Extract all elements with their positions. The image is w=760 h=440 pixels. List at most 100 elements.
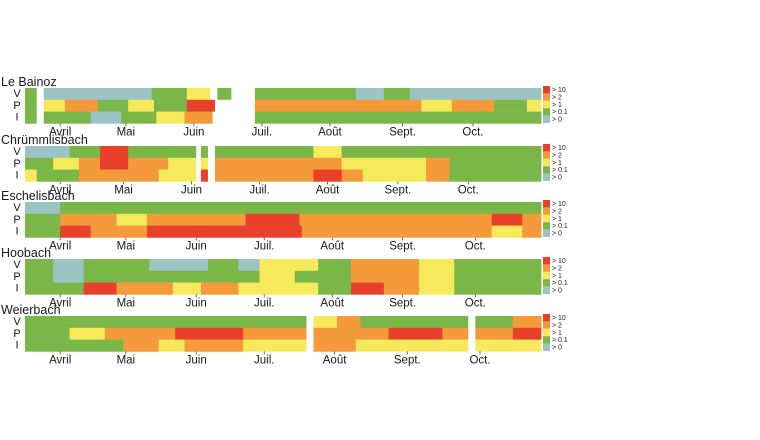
heatmap-cell xyxy=(362,169,427,182)
heatmap-cell xyxy=(468,316,476,329)
legend-swatch xyxy=(543,264,550,272)
heatmap-cell xyxy=(25,157,54,170)
month-label: Mai xyxy=(117,240,136,252)
heatmap-cell xyxy=(100,157,129,170)
heatmap-cell xyxy=(313,339,357,352)
heatmap-cell xyxy=(341,157,427,170)
heatmap-cell xyxy=(254,111,542,124)
heatmap-cell xyxy=(351,259,420,272)
legend-swatch xyxy=(543,229,550,237)
heatmap-cell xyxy=(207,259,239,272)
legend-label: > 1 xyxy=(552,273,562,280)
site-title: Weierbach xyxy=(1,303,61,317)
heatmap-cell xyxy=(301,225,493,238)
row-label: P xyxy=(13,271,20,283)
legend-label: > 1 xyxy=(552,102,562,109)
heatmap-cell xyxy=(217,88,232,101)
heatmap-cell xyxy=(104,327,176,340)
heatmap-cell xyxy=(83,282,117,295)
heatmap-cell xyxy=(512,327,542,340)
month-label: Juin xyxy=(186,240,207,252)
heatmap-cell xyxy=(214,157,314,170)
legend-swatch xyxy=(543,151,550,159)
heatmap-cell xyxy=(60,213,117,226)
heatmap-cell xyxy=(294,270,319,283)
heatmap-cell xyxy=(419,270,455,283)
heatmap-cell xyxy=(36,169,80,182)
row-label: I xyxy=(15,340,18,352)
row-label: I xyxy=(15,112,18,124)
heatmap-cell xyxy=(512,316,542,329)
site-title: Chrümmlisbach xyxy=(1,133,88,147)
row-label: P xyxy=(13,328,20,340)
month-label: Août xyxy=(318,126,342,138)
heatmap-cell xyxy=(491,225,523,238)
heatmap-cell xyxy=(200,282,239,295)
heatmap-cell xyxy=(454,282,542,295)
month-label: Août xyxy=(316,184,340,196)
heatmap-cell xyxy=(25,146,70,159)
heatmap-cell xyxy=(207,146,216,159)
month-label: Avril xyxy=(49,354,71,366)
heatmap-cell xyxy=(313,146,343,159)
heatmap-cell xyxy=(128,157,169,170)
heatmap-cell xyxy=(351,282,385,295)
heatmap-cell xyxy=(409,88,542,101)
month-label: Avril xyxy=(49,126,71,138)
heatmap-cell xyxy=(53,157,80,170)
heatmap-cell xyxy=(522,225,542,238)
heatmap-cell xyxy=(421,99,453,112)
heatmap-cell xyxy=(60,202,542,215)
row-label: V xyxy=(13,202,21,214)
heatmap-cell xyxy=(43,111,92,124)
heatmap-cell xyxy=(156,111,185,124)
heatmap-cell xyxy=(53,259,85,272)
legend-label: > 0.1 xyxy=(552,280,568,287)
heatmap-cell xyxy=(419,259,455,272)
legend-swatch xyxy=(543,115,550,123)
row-label: I xyxy=(15,170,18,182)
heatmap-cell xyxy=(306,339,314,352)
row-label: V xyxy=(13,259,21,271)
heatmap-cell xyxy=(25,327,70,340)
legend-label: > 10 xyxy=(552,315,566,322)
legend-swatch xyxy=(543,158,550,167)
month-label: Sept. xyxy=(389,240,416,252)
heatmap-cell xyxy=(454,259,542,272)
heatmap-cell xyxy=(526,99,542,112)
heatmap-cell xyxy=(83,259,150,272)
heatmap-cell xyxy=(116,282,174,295)
heatmap-cell xyxy=(341,146,542,159)
row-label: V xyxy=(13,146,21,158)
heatmap-cell xyxy=(210,88,218,101)
month-label: Sept. xyxy=(389,126,416,138)
heatmap-cell xyxy=(313,316,338,329)
heatmap-cell xyxy=(53,270,85,283)
heatmap-cell xyxy=(36,88,45,101)
heatmap-cell xyxy=(313,157,343,170)
legend-swatch xyxy=(543,207,550,215)
heatmap-cell xyxy=(336,316,361,329)
heatmap-cell xyxy=(25,99,38,112)
legend-swatch xyxy=(543,86,550,94)
month-label: Mai xyxy=(114,184,133,196)
month-label: Oct. xyxy=(465,240,486,252)
legend-label: > 0.1 xyxy=(552,109,568,116)
legend-swatch xyxy=(543,279,550,287)
heatmap-cell xyxy=(214,99,256,112)
heatmap-cell xyxy=(318,282,352,295)
heatmap-cell xyxy=(451,99,495,112)
legend-label: > 10 xyxy=(552,201,566,208)
heatmap-cell xyxy=(306,316,314,329)
legend-swatch xyxy=(543,222,550,230)
heatmap-cell xyxy=(43,99,66,112)
heatmap-cell xyxy=(442,327,469,340)
heatmap-cell xyxy=(184,339,244,352)
heatmap-cell xyxy=(313,327,389,340)
month-label: Avril xyxy=(49,297,71,309)
month-label: Juil. xyxy=(252,126,272,138)
heatmap-cell xyxy=(449,157,542,170)
